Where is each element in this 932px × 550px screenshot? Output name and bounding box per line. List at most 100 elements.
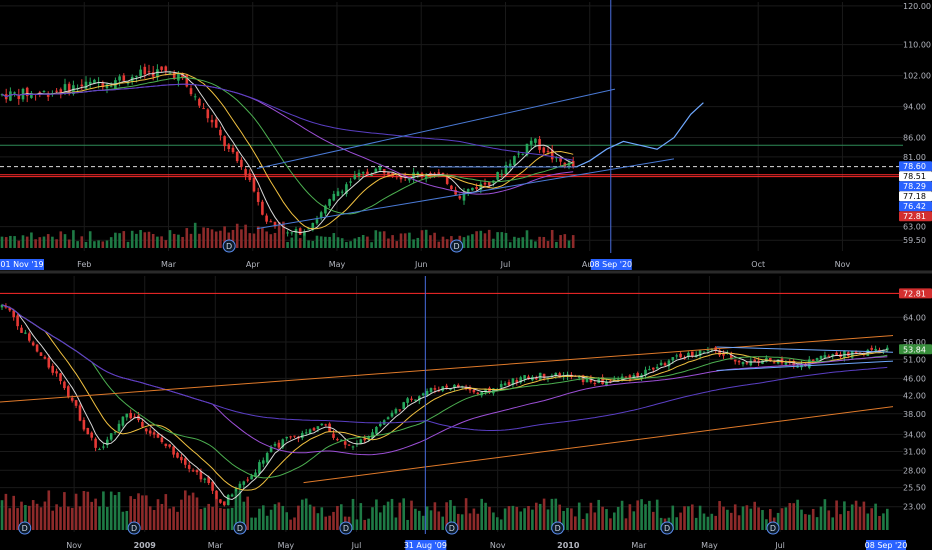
- x-axis-tick-label: May: [329, 260, 346, 269]
- dividend-marker-label: D: [454, 242, 460, 251]
- candle-body: [172, 446, 175, 455]
- volume-bar: [180, 499, 183, 530]
- volume-bar: [862, 501, 866, 530]
- candle-body: [347, 444, 351, 446]
- candle-body: [353, 175, 357, 179]
- volume-bar: [563, 234, 567, 248]
- candle-body: [226, 494, 230, 506]
- candle-body: [261, 201, 264, 215]
- candle-body: [223, 136, 226, 147]
- candle-body: [210, 119, 214, 123]
- volume-bar: [234, 491, 238, 530]
- bottom-price-pane[interactable]: D D D D D D D D 64.00 56.00 51.00 46.00 42.00 38.00 34…: [0, 276, 932, 550]
- volume-bar: [659, 517, 663, 530]
- volume-bar: [168, 508, 171, 530]
- volume-bar: [21, 235, 25, 248]
- volume-bar: [202, 227, 205, 248]
- candle-body: [106, 439, 109, 446]
- volume-bar: [449, 500, 452, 530]
- candle-body: [17, 94, 21, 99]
- volume-bar: [504, 232, 508, 248]
- volume-bar: [307, 240, 310, 248]
- volume-bar: [277, 502, 281, 530]
- volume-bar: [345, 242, 348, 248]
- volume-bar: [382, 505, 386, 530]
- volume-bar: [831, 517, 834, 530]
- candle-body: [472, 389, 476, 393]
- candle-body: [290, 232, 294, 234]
- candle-body: [624, 376, 628, 378]
- candle-body: [189, 88, 193, 95]
- candle-body: [554, 372, 558, 376]
- volume-bar: [311, 240, 315, 248]
- y-axis-tick-label: 51.00: [903, 355, 926, 364]
- candle-body: [67, 83, 71, 94]
- candle-body: [471, 187, 474, 191]
- candle-body: [499, 384, 503, 388]
- volume-bar: [187, 495, 191, 530]
- candle-body: [184, 458, 187, 465]
- candle-body: [517, 153, 520, 155]
- volume-bar: [450, 236, 453, 248]
- candle-body: [363, 438, 366, 441]
- candle-body: [231, 147, 235, 153]
- candle-body: [8, 307, 12, 311]
- candle-body: [698, 350, 702, 356]
- candle-body: [117, 423, 121, 432]
- candle-body: [784, 362, 788, 365]
- x-axis-tick-label: Jul: [774, 541, 785, 550]
- volume-bar: [145, 495, 148, 530]
- crosshair-date-badge: [405, 540, 447, 550]
- volume-bar: [265, 231, 268, 248]
- volume-bar: [515, 506, 519, 530]
- candle-body: [250, 475, 253, 480]
- candle-body: [792, 360, 795, 366]
- volume-bar: [492, 238, 495, 248]
- candle-body: [655, 366, 659, 369]
- candle-body: [109, 433, 113, 440]
- volume-bar: [559, 235, 562, 248]
- volume-bar: [370, 242, 373, 248]
- volume-bar: [675, 517, 678, 530]
- volume-bar: [769, 509, 772, 530]
- candle-body: [145, 428, 148, 432]
- candle-body: [252, 177, 256, 192]
- volume-bar: [219, 508, 222, 530]
- candle-body: [102, 446, 105, 448]
- volume-bar: [483, 233, 487, 248]
- y-axis-tick-label: 46.00: [903, 374, 926, 383]
- candle-body: [258, 462, 261, 474]
- candle-body: [722, 353, 725, 356]
- candle-body: [577, 376, 581, 378]
- candle-body: [198, 98, 201, 106]
- candle-body: [683, 358, 686, 360]
- candle-body: [359, 439, 363, 444]
- top-price-pane[interactable]: D D 120.00 110.00 102.00 94.00 86.00 81.00 63.00…: [0, 0, 932, 270]
- dividend-marker: [339, 521, 353, 535]
- volume-bar: [558, 504, 561, 530]
- volume-bar: [391, 235, 394, 248]
- volume-bar: [84, 241, 88, 248]
- candle-body: [546, 150, 550, 152]
- candle-body: [408, 178, 411, 181]
- volume-bar: [525, 230, 529, 248]
- volume-bar: [277, 222, 281, 248]
- volume-bar: [687, 506, 690, 530]
- volume-bar: [211, 506, 214, 530]
- dividend-marker-label: D: [131, 524, 137, 533]
- y-axis-tick-label: 38.00: [903, 410, 926, 419]
- price-level-badge: [899, 288, 932, 299]
- candle-body: [248, 173, 252, 180]
- volume-bar: [471, 234, 474, 248]
- volume-bar: [726, 509, 729, 530]
- candle-body: [55, 371, 58, 374]
- volume-bar: [480, 498, 483, 530]
- volume-bar: [214, 231, 218, 248]
- candle-body: [180, 456, 183, 461]
- volume-bar: [399, 233, 403, 248]
- volume-bar: [141, 495, 144, 530]
- volume-bar: [39, 507, 43, 530]
- candle-body: [88, 81, 92, 85]
- volume-bar: [76, 241, 79, 248]
- volume-bar: [523, 508, 526, 530]
